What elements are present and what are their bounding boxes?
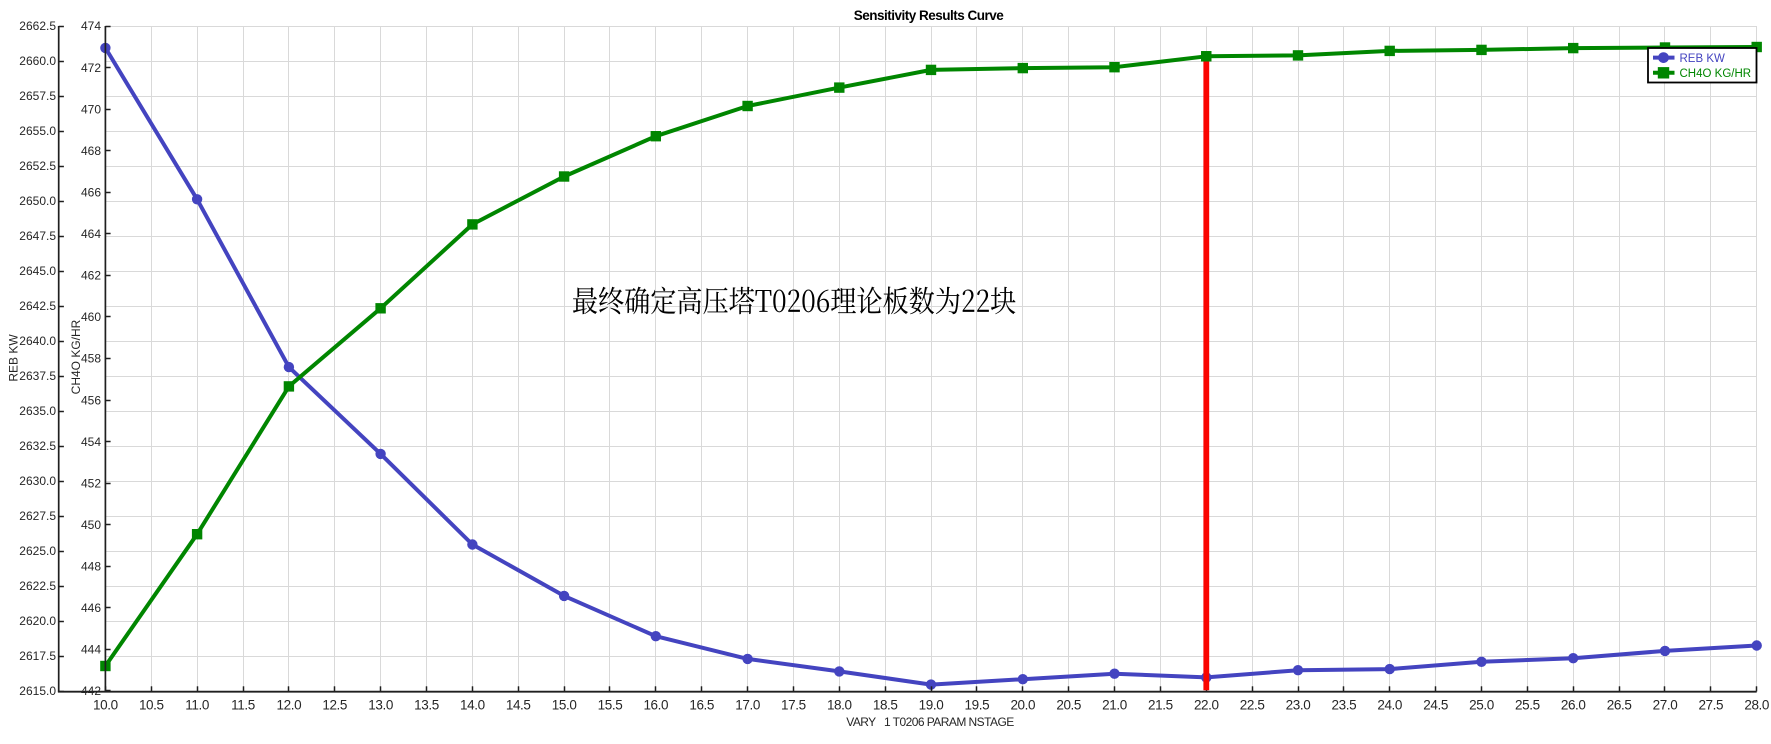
svg-text:2645.0: 2645.0: [19, 264, 56, 278]
svg-text:454: 454: [81, 435, 101, 449]
svg-text:2650.0: 2650.0: [19, 194, 56, 208]
svg-text:464: 464: [81, 227, 101, 241]
svg-text:23.0: 23.0: [1286, 697, 1311, 712]
svg-text:10.0: 10.0: [93, 697, 118, 712]
svg-text:24.5: 24.5: [1423, 697, 1448, 712]
svg-text:2652.5: 2652.5: [19, 159, 56, 173]
svg-text:13.5: 13.5: [414, 697, 439, 712]
svg-text:470: 470: [81, 102, 101, 116]
svg-text:10.5: 10.5: [139, 697, 164, 712]
svg-text:2617.5: 2617.5: [19, 649, 56, 663]
svg-text:2660.0: 2660.0: [19, 54, 56, 68]
svg-text:2630.0: 2630.0: [19, 474, 56, 488]
svg-text:21.5: 21.5: [1148, 697, 1173, 712]
svg-text:2642.5: 2642.5: [19, 299, 56, 313]
svg-text:18.0: 18.0: [827, 697, 852, 712]
svg-text:18.5: 18.5: [873, 697, 898, 712]
svg-text:2657.5: 2657.5: [19, 89, 56, 103]
svg-text:468: 468: [81, 144, 101, 158]
svg-text:2647.5: 2647.5: [19, 229, 56, 243]
svg-text:442: 442: [81, 684, 101, 698]
svg-text:27.5: 27.5: [1698, 697, 1723, 712]
svg-text:2627.5: 2627.5: [19, 509, 56, 523]
svg-text:17.5: 17.5: [781, 697, 806, 712]
svg-text:27.0: 27.0: [1653, 697, 1678, 712]
svg-text:24.0: 24.0: [1377, 697, 1402, 712]
svg-text:444: 444: [81, 643, 101, 657]
svg-text:28.0: 28.0: [1744, 697, 1769, 712]
svg-text:26.0: 26.0: [1561, 697, 1586, 712]
svg-text:2640.0: 2640.0: [19, 334, 56, 348]
svg-text:452: 452: [81, 476, 101, 490]
svg-text:CH4O KG/HR: CH4O KG/HR: [1680, 68, 1752, 80]
svg-text:2625.0: 2625.0: [19, 544, 56, 558]
svg-text:CH4O KG/HR: CH4O KG/HR: [69, 319, 83, 394]
svg-text:17.0: 17.0: [735, 697, 760, 712]
svg-text:15.0: 15.0: [552, 697, 577, 712]
svg-text:456: 456: [81, 393, 101, 407]
svg-text:11.0: 11.0: [185, 697, 209, 712]
svg-text:2620.0: 2620.0: [19, 614, 56, 628]
svg-text:2635.0: 2635.0: [19, 404, 56, 418]
svg-text:19.0: 19.0: [919, 697, 944, 712]
svg-text:REB KW: REB KW: [1680, 53, 1726, 65]
svg-text:2637.5: 2637.5: [19, 369, 56, 383]
svg-text:11.5: 11.5: [231, 697, 255, 712]
svg-text:21.0: 21.0: [1102, 697, 1127, 712]
svg-text:25.5: 25.5: [1515, 697, 1540, 712]
svg-text:12.0: 12.0: [277, 697, 302, 712]
svg-text:12.5: 12.5: [322, 697, 347, 712]
svg-text:REB KW: REB KW: [7, 334, 21, 382]
svg-text:466: 466: [81, 185, 101, 199]
svg-text:460: 460: [81, 310, 101, 324]
svg-text:16.0: 16.0: [643, 697, 668, 712]
svg-text:2655.0: 2655.0: [19, 124, 56, 138]
svg-text:458: 458: [81, 352, 101, 366]
svg-text:2632.5: 2632.5: [19, 439, 56, 453]
svg-text:474: 474: [81, 19, 101, 33]
svg-text:13.0: 13.0: [368, 697, 393, 712]
svg-text:472: 472: [81, 61, 101, 75]
svg-text:450: 450: [81, 518, 101, 532]
svg-text:20.5: 20.5: [1056, 697, 1081, 712]
svg-text:19.5: 19.5: [965, 697, 990, 712]
svg-text:446: 446: [81, 601, 101, 615]
svg-text:23.5: 23.5: [1332, 697, 1357, 712]
svg-text:14.0: 14.0: [460, 697, 485, 712]
svg-text:26.5: 26.5: [1607, 697, 1632, 712]
svg-text:2622.5: 2622.5: [19, 579, 56, 593]
svg-text:16.5: 16.5: [689, 697, 714, 712]
svg-text:14.5: 14.5: [506, 697, 531, 712]
svg-text:20.0: 20.0: [1010, 697, 1035, 712]
svg-text:22.0: 22.0: [1194, 697, 1219, 712]
svg-text:462: 462: [81, 269, 101, 283]
svg-text:448: 448: [81, 560, 101, 574]
svg-text:VARY 1 T0206 PARAM NSTAGE: VARY 1 T0206 PARAM NSTAGE: [846, 715, 1014, 729]
svg-text:Sensitivity Results Curve: Sensitivity Results Curve: [854, 8, 1005, 23]
svg-text:2662.5: 2662.5: [19, 19, 56, 33]
svg-text:25.0: 25.0: [1469, 697, 1494, 712]
svg-text:22.5: 22.5: [1240, 697, 1265, 712]
svg-text:2615.0: 2615.0: [19, 684, 56, 698]
svg-text:15.5: 15.5: [598, 697, 623, 712]
